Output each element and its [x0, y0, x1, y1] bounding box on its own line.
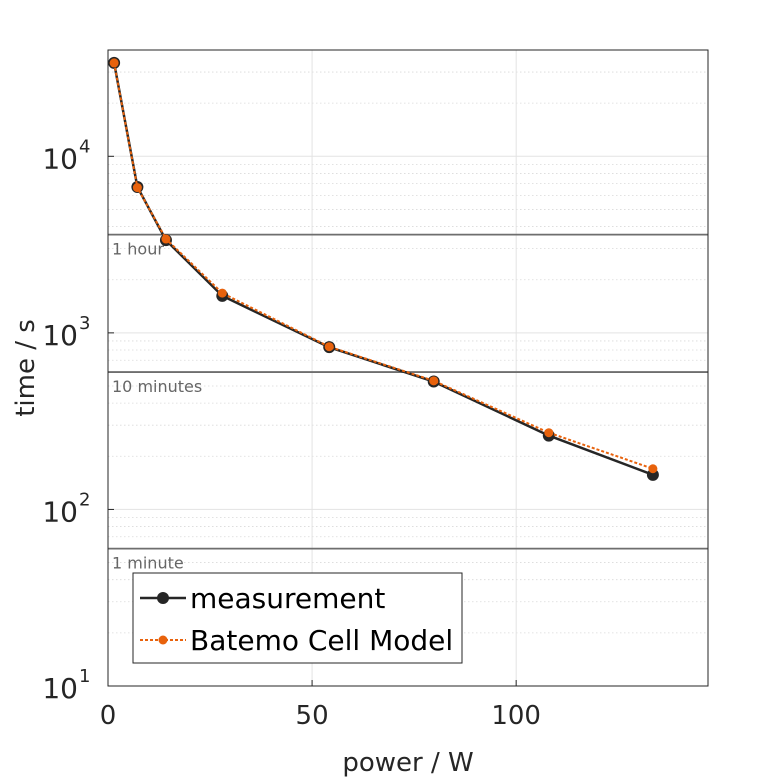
legend-box [132, 572, 463, 664]
legend: measurement Batemo Cell Model [132, 572, 463, 664]
data-point-batemo [544, 428, 554, 438]
x-axis-label: power / W [342, 748, 473, 778]
legend-label-measurement: measurement [190, 582, 385, 615]
y-tick-label: 10 [42, 495, 78, 528]
data-point-batemo [161, 234, 171, 244]
data-point-batemo [217, 288, 227, 298]
reference-line-label: 1 hour [112, 240, 164, 259]
x-ticks: 0 50 100 [100, 680, 541, 731]
reference-line-label: 1 minute [112, 554, 184, 573]
data-point-batemo [324, 342, 334, 352]
legend-marker-batemo [158, 635, 168, 645]
legend-label-batemo: Batemo Cell Model [190, 624, 453, 657]
series-layer [108, 56, 659, 481]
data-point-batemo [429, 376, 439, 386]
y-tick-exponent: 2 [79, 489, 90, 510]
x-tick-label: 0 [100, 701, 117, 731]
y-axis-label: time / s [11, 319, 41, 417]
x-tick-label: 50 [296, 701, 329, 731]
data-point-batemo [132, 183, 142, 193]
series-line-batemo [113, 62, 654, 470]
data-point-batemo [109, 58, 119, 68]
plot-frame [107, 49, 709, 687]
x-tick-label: 100 [491, 701, 541, 731]
y-tick-exponent: 1 [79, 666, 90, 687]
data-point-batemo [648, 464, 658, 474]
y-tick-label: 10 [42, 319, 78, 352]
y-tick-label: 10 [42, 672, 78, 705]
y-tick-label: 10 [42, 142, 78, 175]
legend-marker-measurement [157, 592, 169, 604]
y-tick-exponent: 4 [79, 136, 90, 157]
reference-line-label: 10 minutes [112, 377, 202, 396]
y-tick-exponent: 3 [79, 313, 90, 334]
